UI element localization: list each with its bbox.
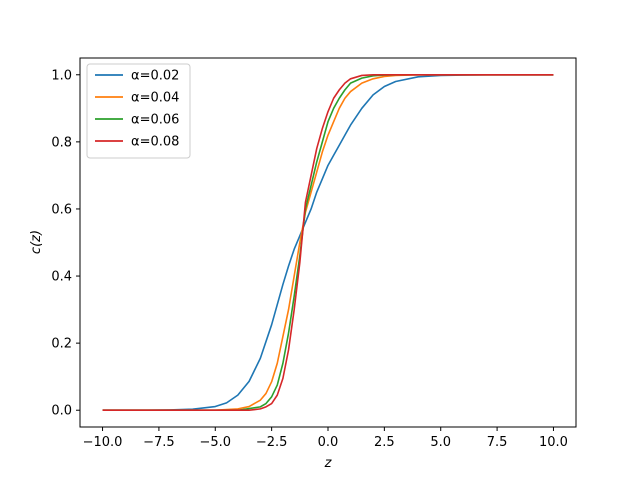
legend-label-4: α=0.08 xyxy=(131,135,179,150)
x-tick-label: −10.0 xyxy=(83,435,123,450)
y-tick-label: 0.4 xyxy=(51,270,72,285)
x-tick-label: 10.0 xyxy=(539,435,568,450)
legend-box xyxy=(86,63,191,159)
x-tick-label: 0.0 xyxy=(318,435,339,450)
y-tick-label: 0.2 xyxy=(51,337,72,352)
x-axis-label: z xyxy=(324,456,333,471)
series-line-1 xyxy=(102,73,554,412)
series-line-2 xyxy=(102,73,554,412)
series-layer xyxy=(102,73,554,412)
y-axis-label: c(z) xyxy=(29,230,44,254)
y-axis-ticks: 0.0 0.2 0.4 0.6 0.8 1.0 xyxy=(51,68,80,419)
series-line-3 xyxy=(102,73,554,412)
legend: α=0.02 α=0.04 α=0.06 α=0.08 xyxy=(86,63,191,159)
x-tick-label: 2.5 xyxy=(374,435,395,450)
y-tick-label: 0.8 xyxy=(51,135,72,150)
x-tick-label: 5.0 xyxy=(430,435,451,450)
y-tick-label: 1.0 xyxy=(51,68,72,83)
x-tick-label: 7.5 xyxy=(487,435,508,450)
series-line-4 xyxy=(102,73,554,412)
legend-label-3: α=0.06 xyxy=(131,113,179,128)
legend-label-1: α=0.02 xyxy=(131,69,179,84)
legend-label-2: α=0.04 xyxy=(131,91,179,106)
x-tick-label: −5.0 xyxy=(199,435,231,450)
y-tick-label: 0.6 xyxy=(51,202,72,217)
x-axis-ticks: −10.0 −7.5 −5.0 −2.5 0.0 2.5 5.0 7.5 10.0 xyxy=(83,427,568,450)
x-tick-label: −2.5 xyxy=(256,435,288,450)
x-tick-label: −7.5 xyxy=(143,435,175,450)
y-tick-label: 0.0 xyxy=(51,404,72,419)
